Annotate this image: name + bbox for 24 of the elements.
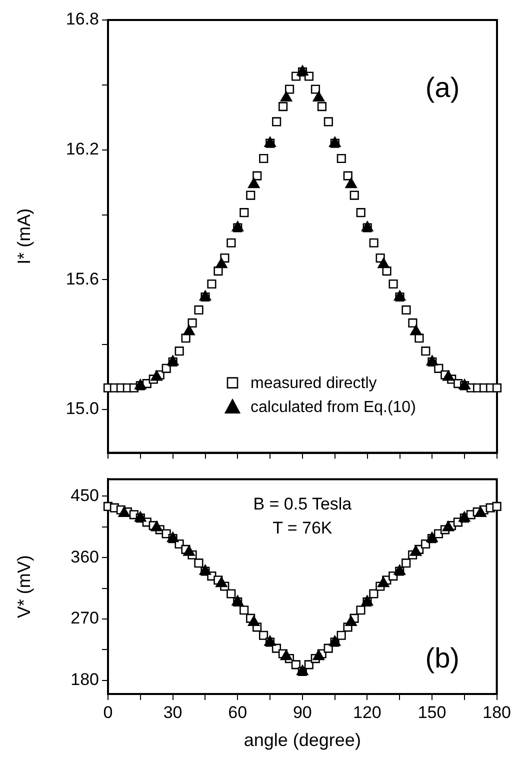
x-tick-label: 60 bbox=[228, 702, 248, 722]
legend-label: calculated from Eq.(10) bbox=[250, 399, 416, 416]
y-tick-label: 16.8 bbox=[66, 10, 99, 29]
x-tick-label: 30 bbox=[163, 702, 182, 722]
annotation: (b) bbox=[425, 642, 460, 674]
x-axis-title: angle (degree) bbox=[244, 730, 361, 750]
legend-label: measured directly bbox=[250, 375, 377, 392]
x-tick-label: 90 bbox=[292, 702, 312, 722]
y-tick-label: 270 bbox=[70, 608, 99, 628]
y-tick-label: 15.6 bbox=[66, 269, 99, 288]
x-tick-label: 120 bbox=[353, 702, 382, 722]
y-tick-label: 360 bbox=[70, 547, 99, 566]
x-tick-label: 180 bbox=[482, 702, 512, 722]
y-axis-title: I* (mA) bbox=[14, 208, 34, 264]
x-tick-label: 0 bbox=[103, 702, 113, 722]
y-tick-label: 15.0 bbox=[66, 399, 99, 418]
y-tick-label: 16.2 bbox=[66, 140, 99, 159]
annotation: B = 0.5 Tesla bbox=[253, 494, 352, 514]
annotation: T = 76K bbox=[272, 518, 333, 538]
x-tick-label: 150 bbox=[418, 702, 446, 722]
annotation: (a) bbox=[425, 72, 460, 103]
y-axis-title: V* (mV) bbox=[14, 555, 34, 618]
y-tick-label: 180 bbox=[70, 670, 99, 690]
y-tick-label: 450 bbox=[70, 486, 99, 505]
